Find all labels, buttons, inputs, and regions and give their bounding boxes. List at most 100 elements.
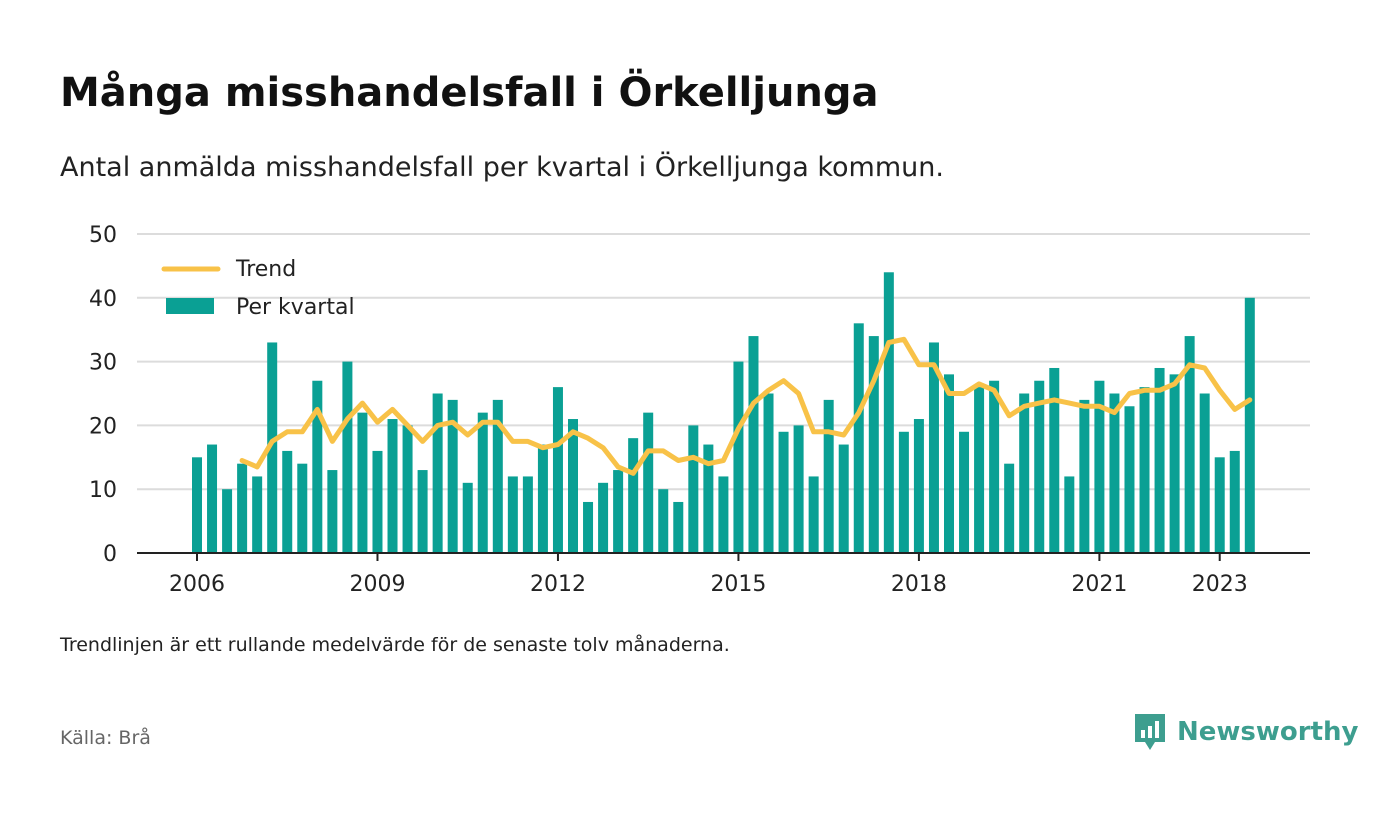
- y-tick-label: 0: [103, 542, 117, 567]
- bar: [928, 342, 939, 553]
- bar: [1229, 450, 1240, 553]
- bar: [267, 342, 278, 553]
- x-tick-label: 2009: [349, 572, 405, 597]
- source-label: Källa: Brå: [60, 727, 151, 749]
- bar: [357, 412, 368, 553]
- bars-per-kvartal: [192, 272, 1255, 553]
- trend-line: [239, 336, 1253, 476]
- bar: [192, 457, 202, 553]
- bar: [658, 489, 669, 553]
- bar: [989, 380, 1000, 553]
- y-tick-label: 50: [89, 223, 117, 248]
- bar: [462, 482, 473, 553]
- y-tick-label: 10: [89, 478, 117, 503]
- chart-title: Många misshandelsfall i Örkelljunga: [60, 70, 879, 116]
- bar: [492, 399, 503, 553]
- legend: Trend Per kvartal: [161, 257, 355, 320]
- x-tick-label: 2006: [169, 572, 225, 597]
- bar: [1034, 380, 1045, 553]
- chart-subtitle: Antal anmälda misshandelsfall per kvarta…: [60, 152, 944, 183]
- bar: [327, 470, 338, 553]
- bar: [688, 425, 699, 553]
- bar: [898, 431, 909, 553]
- x-tick-label: 2018: [891, 572, 947, 597]
- bar: [1199, 393, 1210, 553]
- bar: [913, 419, 924, 553]
- bar: [252, 476, 263, 553]
- bar: [853, 323, 864, 553]
- bar: [1019, 393, 1030, 553]
- bar: [1079, 399, 1090, 553]
- bar: [643, 412, 654, 553]
- bar: [793, 425, 804, 553]
- bar: [613, 470, 624, 553]
- x-tick-label: 2012: [530, 572, 586, 597]
- bar: [763, 393, 774, 553]
- bar: [1064, 476, 1075, 553]
- bar: [1049, 367, 1060, 553]
- bar: [944, 374, 954, 553]
- x-tick-label: 2021: [1071, 572, 1127, 597]
- bar: [703, 444, 714, 553]
- legend-bar-swatch: [166, 298, 214, 314]
- bar: [1154, 367, 1165, 553]
- bar: [883, 272, 894, 553]
- bar: [237, 463, 248, 553]
- bar: [1109, 393, 1120, 553]
- y-axis-ticks: 0 10 20 30 40 50: [89, 223, 117, 567]
- legend-trend-label: Trend: [235, 257, 296, 282]
- bar: [222, 489, 233, 553]
- bar: [477, 412, 488, 553]
- bar: [447, 399, 458, 553]
- y-tick-label: 30: [89, 351, 117, 376]
- bar: [823, 399, 834, 553]
- footnote: Trendlinjen är ett rullande medelvärde f…: [60, 634, 730, 656]
- y-tick-label: 40: [89, 287, 117, 312]
- x-tick-label: 2023: [1192, 572, 1248, 597]
- bar: [838, 444, 849, 553]
- x-axis-ticks: 2006 2009 2012 2015 2018 2021 2023: [169, 553, 1248, 597]
- bar: [1139, 387, 1150, 553]
- bar: [673, 501, 684, 553]
- bar: [583, 501, 594, 553]
- bar: [372, 450, 383, 553]
- bar: [282, 450, 293, 553]
- bar: [342, 361, 353, 553]
- bar: [808, 476, 819, 553]
- x-tick-label: 2015: [710, 572, 766, 597]
- bar: [974, 387, 985, 553]
- bar: [748, 336, 759, 553]
- bar: [507, 476, 518, 553]
- bar: [598, 482, 609, 553]
- legend-bar-label: Per kvartal: [236, 295, 355, 320]
- bar: [568, 419, 578, 553]
- bar: [959, 431, 970, 553]
- bar: [1004, 463, 1015, 553]
- bar: [868, 336, 879, 553]
- bar: [1214, 457, 1225, 553]
- bar: [537, 444, 548, 553]
- bar: [207, 444, 218, 553]
- bar: [432, 393, 443, 553]
- bar: [522, 476, 533, 553]
- bar: [552, 387, 563, 553]
- bar: [778, 431, 789, 553]
- bar: [417, 470, 428, 553]
- brand-name: Newsworthy: [1177, 717, 1359, 747]
- bar: [402, 425, 413, 553]
- bar: [1184, 336, 1195, 553]
- bar: [1169, 374, 1180, 553]
- bar: [1124, 406, 1135, 553]
- bar: [733, 361, 744, 553]
- brand-logo[interactable]: Newsworthy: [1133, 712, 1358, 752]
- bar: [628, 438, 639, 553]
- bar: [718, 476, 729, 553]
- newsworthy-logo-icon: [1135, 714, 1165, 750]
- bar: [297, 463, 308, 553]
- bar: [387, 419, 398, 553]
- y-tick-label: 20: [89, 414, 117, 439]
- bar: [312, 380, 323, 553]
- bar: [1244, 297, 1255, 553]
- bar: [1094, 380, 1105, 553]
